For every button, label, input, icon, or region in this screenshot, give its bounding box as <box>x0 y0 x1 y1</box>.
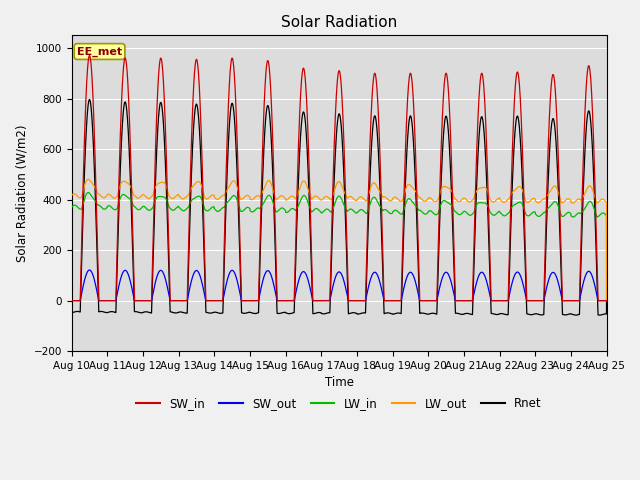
LW_in <box>321 207 329 213</box>
LW_out <box>321 194 329 200</box>
LW_in <box>250 209 257 215</box>
SW_out <box>250 298 257 303</box>
SW_in <box>321 298 329 303</box>
LW_in <box>580 207 588 213</box>
LW_in <box>573 211 581 216</box>
Rnet <box>321 311 329 317</box>
LW_out <box>580 192 588 198</box>
SW_out <box>603 298 611 303</box>
Rnet <box>86 96 93 102</box>
SW_in <box>459 298 467 303</box>
Line: LW_in: LW_in <box>72 192 607 300</box>
SW_in <box>603 298 611 303</box>
SW_out <box>474 276 482 281</box>
SW_in <box>573 298 581 303</box>
Rnet <box>459 312 467 317</box>
LW_in <box>84 190 92 195</box>
Rnet <box>603 298 611 303</box>
LW_out <box>474 187 482 192</box>
SW_in <box>68 298 76 303</box>
Rnet <box>474 156 482 162</box>
LW_out <box>573 196 581 202</box>
LW_in <box>459 210 467 216</box>
Line: LW_out: LW_out <box>72 180 607 300</box>
LW_out <box>84 177 92 182</box>
Rnet <box>250 311 257 316</box>
SW_in <box>86 53 93 59</box>
LW_out <box>250 196 257 202</box>
SW_out <box>68 298 76 303</box>
LW_in <box>68 204 76 210</box>
Rnet <box>573 312 581 318</box>
LW_out <box>603 298 611 303</box>
SW_in <box>250 298 257 303</box>
Legend: SW_in, SW_out, LW_in, LW_out, Rnet: SW_in, SW_out, LW_in, LW_out, Rnet <box>132 392 547 415</box>
Line: SW_out: SW_out <box>72 270 607 300</box>
SW_in <box>474 120 482 125</box>
SW_out <box>573 298 581 303</box>
LW_out <box>68 192 76 198</box>
LW_in <box>474 201 482 206</box>
LW_in <box>603 298 611 303</box>
Rnet <box>572 312 580 318</box>
Text: EE_met: EE_met <box>77 47 122 57</box>
SW_out <box>580 277 588 283</box>
SW_out <box>321 298 329 303</box>
Rnet <box>580 165 588 170</box>
SW_in <box>580 131 588 137</box>
LW_out <box>459 196 467 202</box>
SW_out <box>459 298 467 303</box>
Rnet <box>68 310 76 315</box>
Line: Rnet: Rnet <box>72 99 607 315</box>
SW_out <box>86 267 93 273</box>
X-axis label: Time: Time <box>324 376 354 389</box>
Title: Solar Radiation: Solar Radiation <box>281 15 397 30</box>
Y-axis label: Solar Radiation (W/m2): Solar Radiation (W/m2) <box>15 124 28 262</box>
Line: SW_in: SW_in <box>72 56 607 300</box>
